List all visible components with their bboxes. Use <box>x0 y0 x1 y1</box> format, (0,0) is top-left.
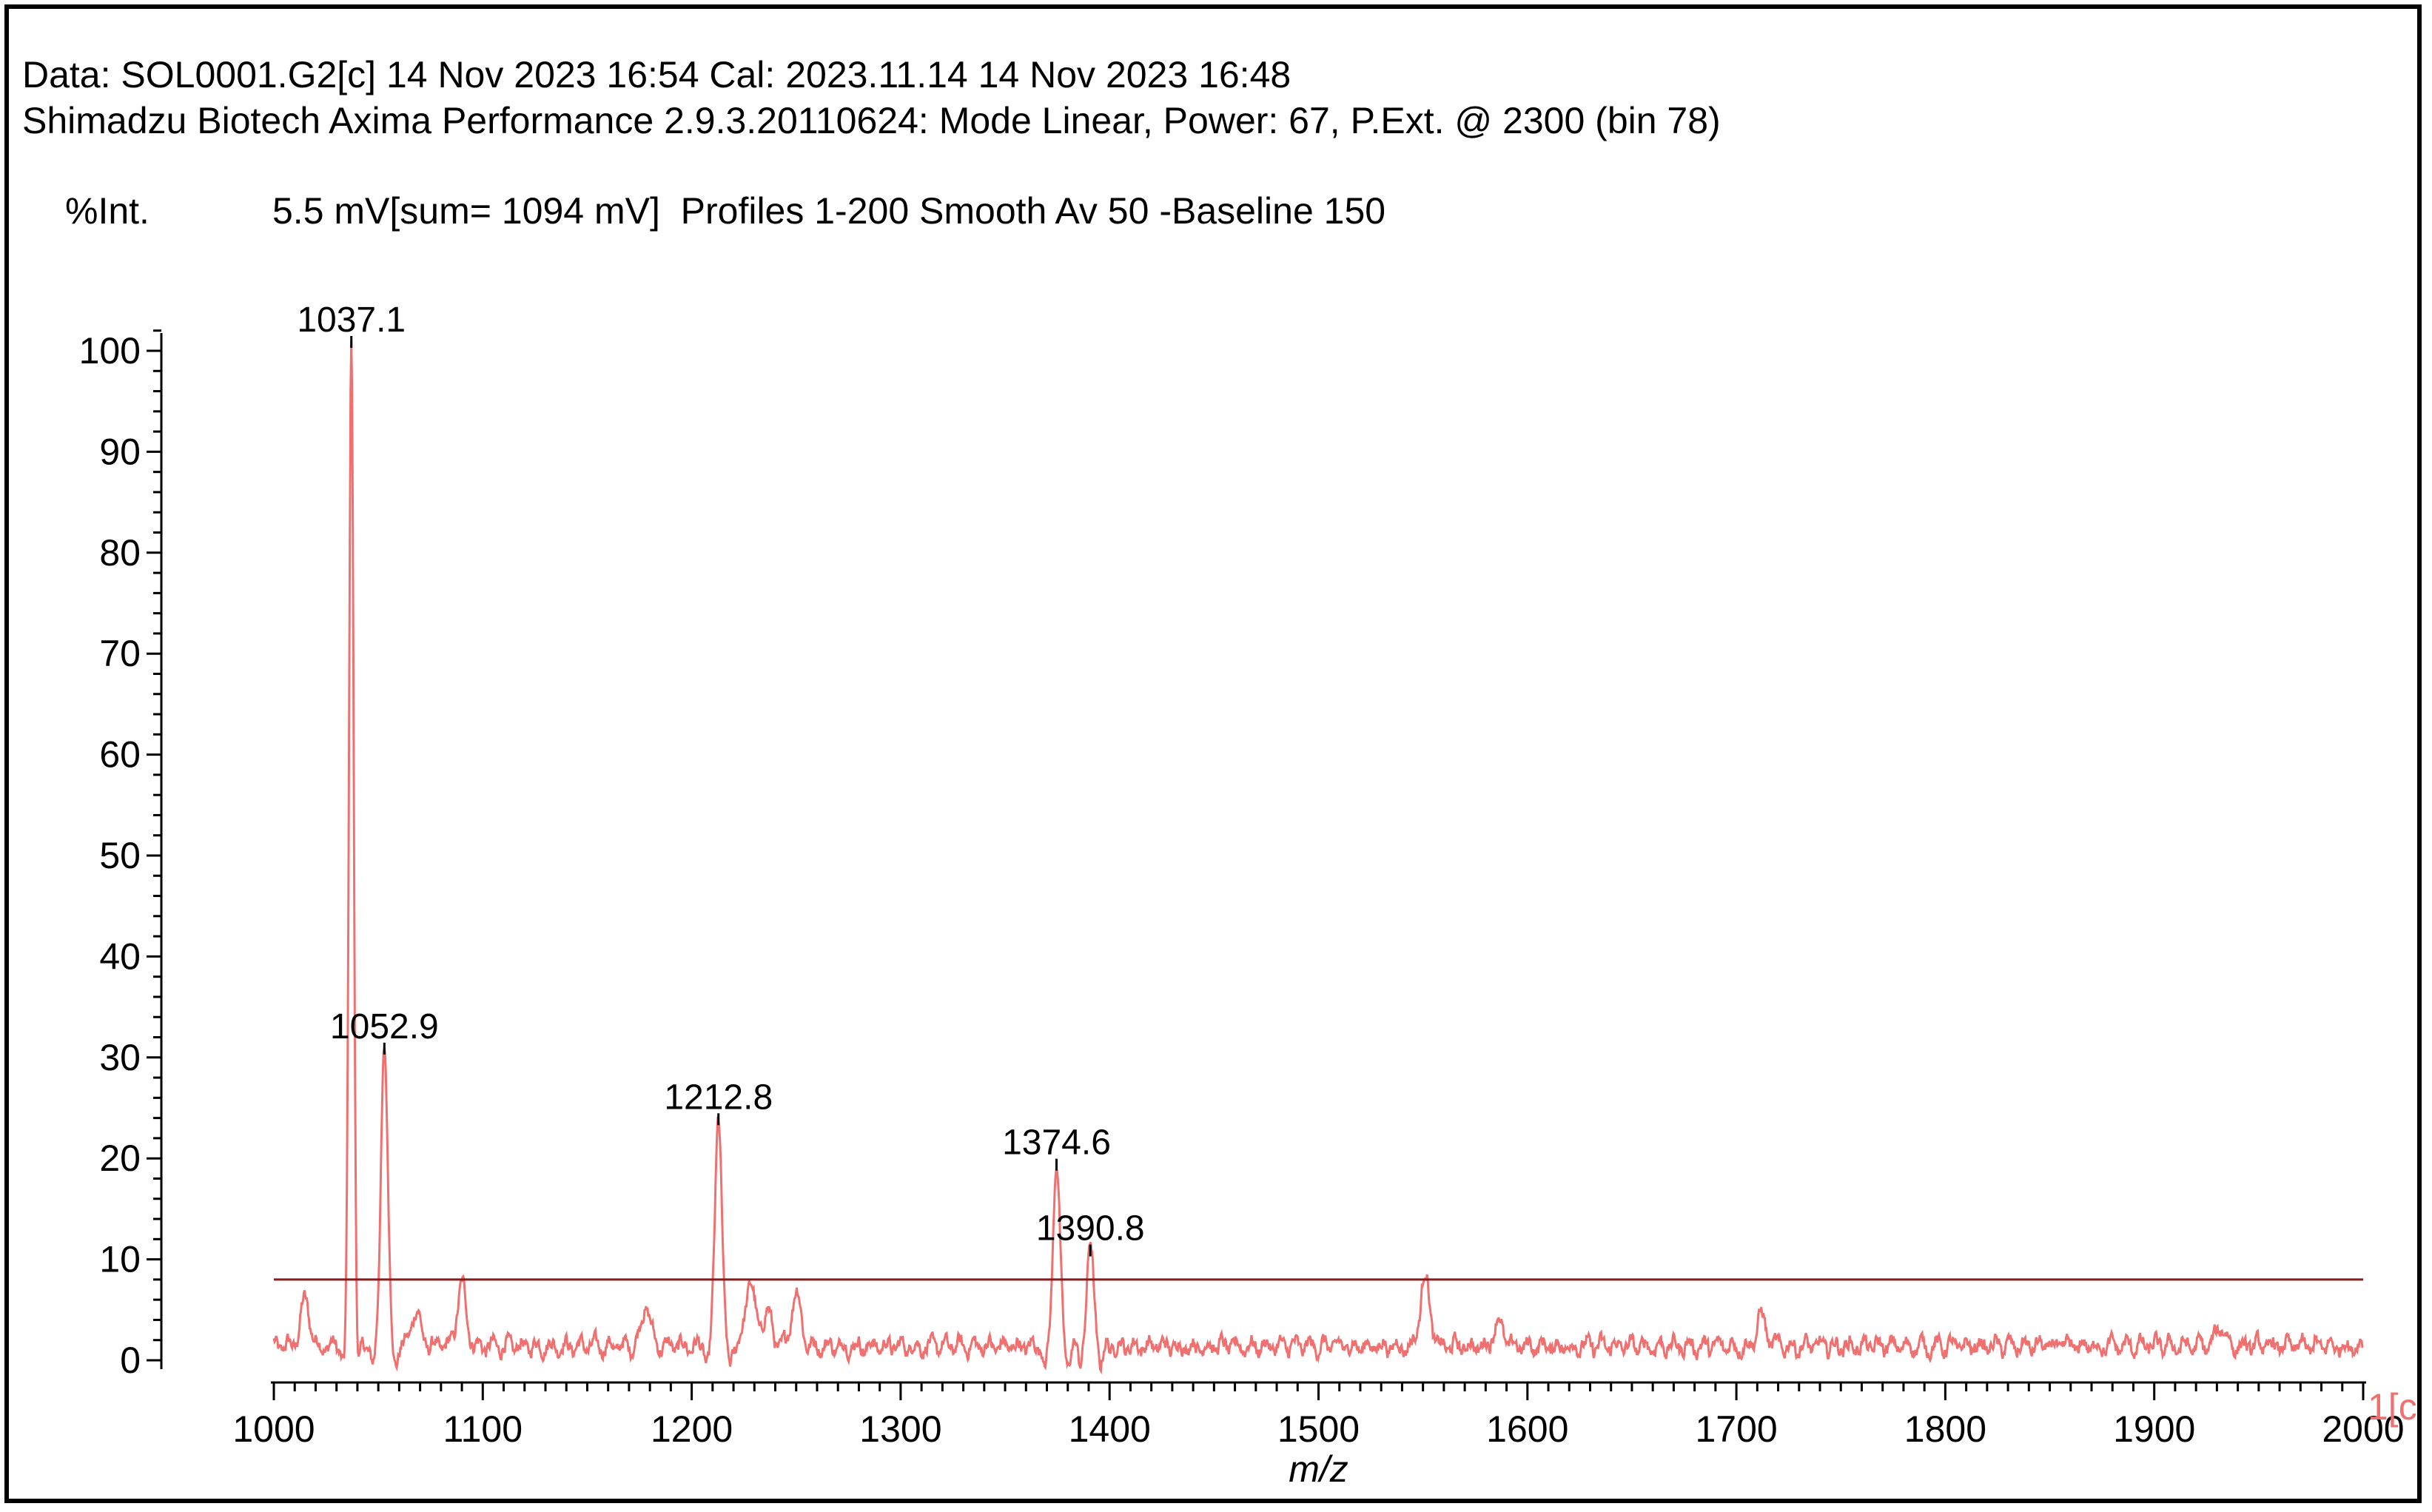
data-info-line: Data: SOL0001.G2[c] 14 Nov 2023 16:54 Ca… <box>22 54 1291 95</box>
profile-info: 5.5 mV[sum= 1094 mV] Profiles 1-200 Smoo… <box>272 190 1386 232</box>
x-tick-label: 1100 <box>443 1408 523 1450</box>
y-axis: 0 10 20 30 40 50 60 70 80 90 100 <box>79 329 163 1381</box>
x-tick-label: 1700 <box>1695 1408 1777 1450</box>
x-tick-label: 1900 <box>2113 1408 2195 1450</box>
x-tick-label: 1800 <box>1904 1408 1986 1450</box>
y-tick-label: 90 <box>99 431 141 472</box>
peak-label: 1390.8 <box>1036 1209 1145 1249</box>
y-tick-label: 40 <box>99 935 141 977</box>
x-tick-label: 1000 <box>232 1408 315 1450</box>
y-tick-label: 10 <box>99 1239 141 1280</box>
y-tick-label: 100 <box>79 330 141 372</box>
x-tick-label: 1600 <box>1486 1408 1568 1450</box>
trace-tag: 1[c <box>2368 1386 2417 1428</box>
peak-label: 1212.8 <box>664 1078 773 1117</box>
x-tick-label: 1200 <box>651 1408 733 1450</box>
y-tick-label: 70 <box>99 633 141 674</box>
x-axis: 1000 1100 1200 1300 1400 1500 1600 1700 1800 1900… <box>232 1381 2405 1450</box>
peak-label: 1037.1 <box>297 300 406 340</box>
y-tick-label: 0 <box>120 1340 141 1381</box>
y-axis-unit: %Int. <box>65 190 150 232</box>
y-tick-label: 20 <box>99 1138 141 1179</box>
y-tick-label: 30 <box>99 1037 141 1078</box>
plot-frame <box>4 4 2422 1503</box>
y-tick-label: 80 <box>99 532 141 574</box>
instrument-info-line: Shimadzu Biotech Axima Performance 2.9.3… <box>22 100 1721 141</box>
x-axis-label: m/z <box>1289 1448 1348 1490</box>
peak-label: 1374.6 <box>1002 1123 1111 1163</box>
spectrum-trace <box>272 341 2364 1375</box>
peak-label: 1052.9 <box>330 1007 439 1046</box>
peak-labels: 1037.1 1052.9 1212.8 1374.6 1390.8 <box>297 300 1145 1257</box>
y-tick-label: 60 <box>99 734 141 776</box>
x-tick-label: 1400 <box>1069 1408 1151 1450</box>
x-tick-label: 1500 <box>1277 1408 1360 1450</box>
x-tick-label: 1300 <box>859 1408 941 1450</box>
y-tick-label: 50 <box>99 835 141 876</box>
x-tick-label: 2000 <box>2322 1408 2404 1450</box>
